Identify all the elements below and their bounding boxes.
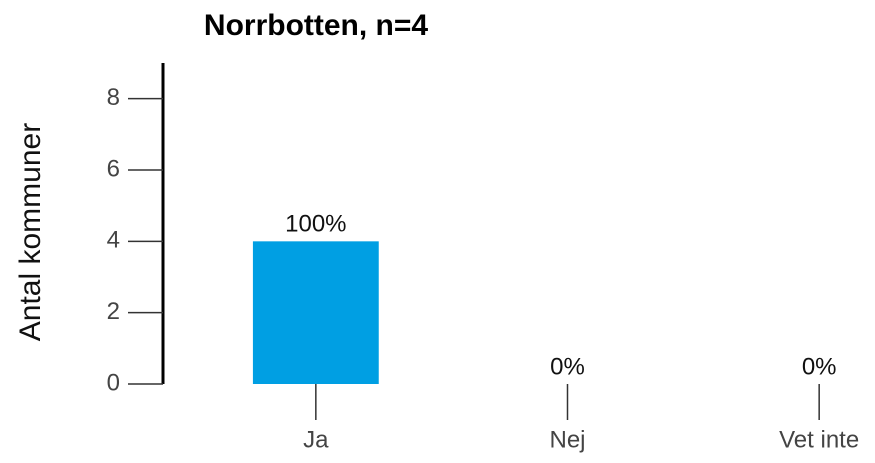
y-tick-label: 4 <box>107 227 120 254</box>
y-tick-label: 6 <box>107 155 120 182</box>
chart-title: Norrbotten, n=4 <box>204 9 428 42</box>
y-tick-label: 0 <box>107 369 120 396</box>
y-tick-label: 8 <box>107 84 120 111</box>
y-axis-label: Antal kommuner <box>14 123 47 341</box>
bar <box>252 241 379 384</box>
bar-label: 100% <box>285 211 346 238</box>
x-tick-label: Nej <box>549 426 585 453</box>
x-tick-label: Vet inte <box>779 426 859 453</box>
x-tick-label: Ja <box>303 426 329 453</box>
bar-label: 0% <box>802 353 837 380</box>
bar-label: 0% <box>550 353 585 380</box>
y-tick-label: 2 <box>107 298 120 325</box>
